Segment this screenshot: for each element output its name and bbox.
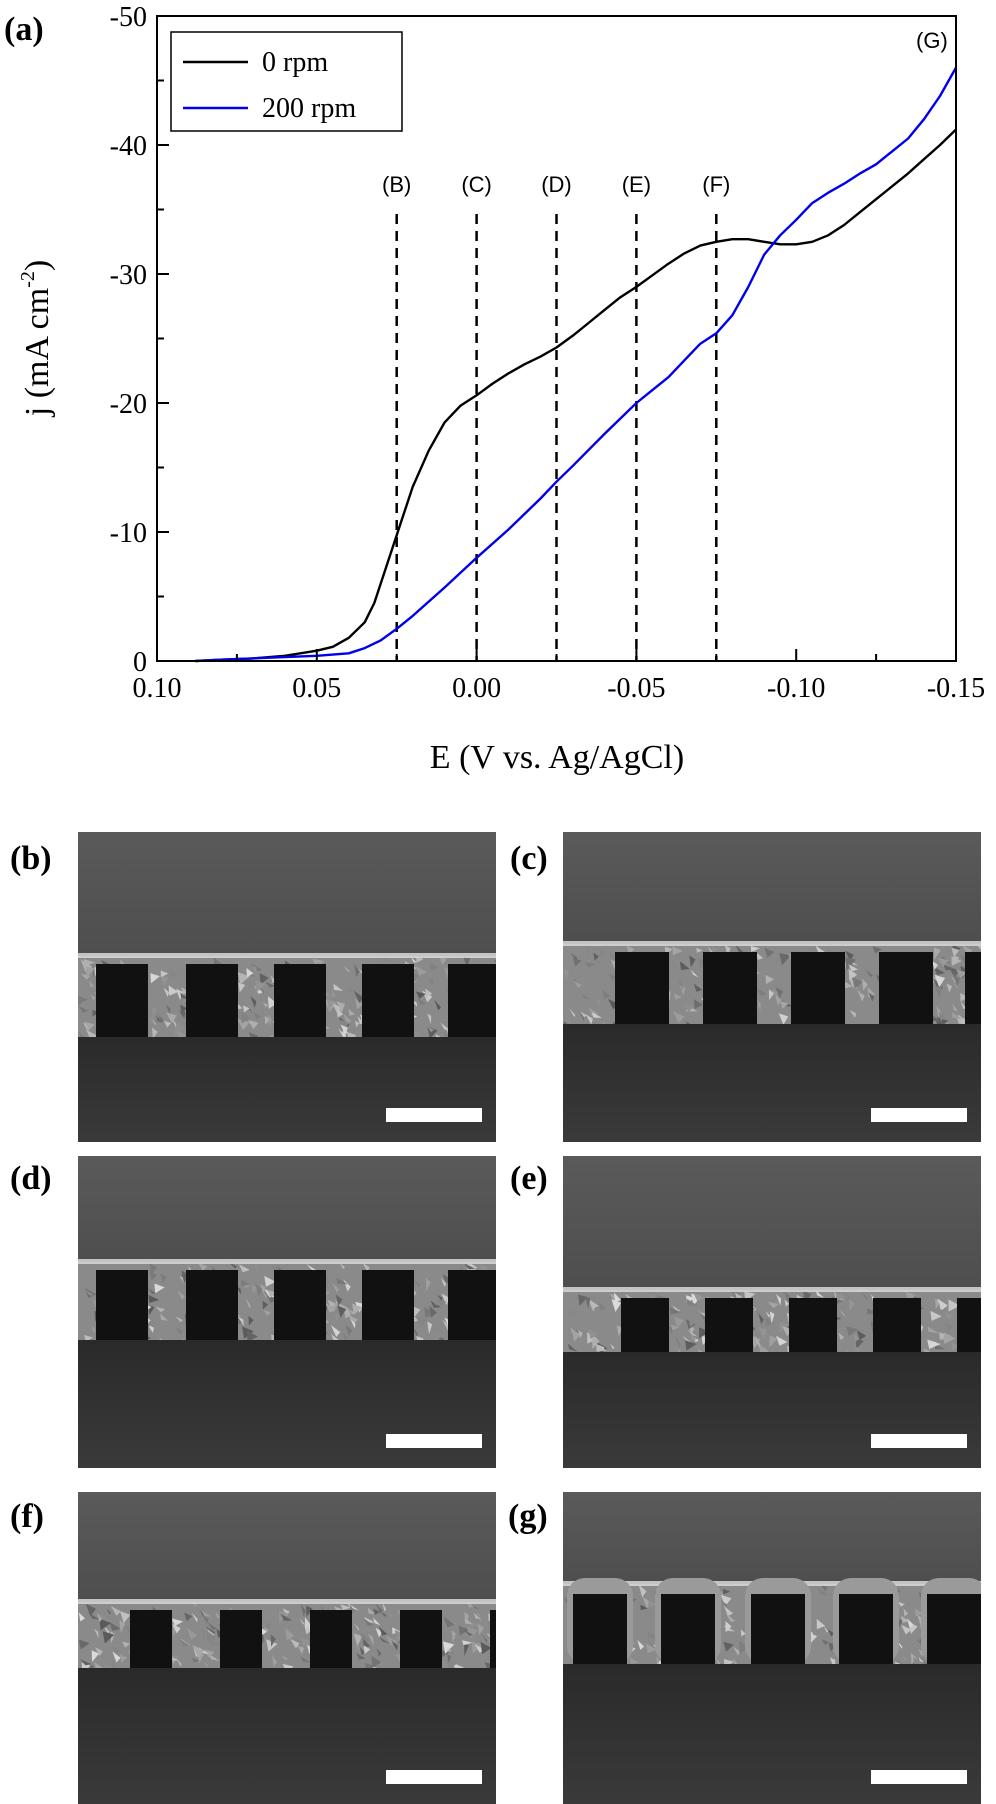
marker-label: (E) [622,172,651,197]
sem-image-b-graphic [78,832,496,1142]
series-line-1 [195,67,958,663]
marker-label: (D) [541,172,572,197]
legend-label: 0 rpm [262,47,328,78]
marker-label: (F) [702,172,730,197]
sem-image-b [78,832,496,1142]
panel-label-g: (g) [508,1498,548,1535]
panel-label-a: (a) [4,11,44,48]
y-axis-label-close: ) [19,260,56,271]
y-tick-label: -40 [110,131,147,162]
legend-box [170,31,403,132]
y-axis-label-sup: -2 [17,271,39,288]
x-tick-label: -0.05 [607,673,665,704]
sem-image-g [563,1492,981,1804]
panel-label-c: (c) [510,840,548,877]
corner-label-g: (G) [916,28,948,53]
sem-image-e-graphic [563,1156,981,1468]
x-tick-label: -0.10 [767,673,825,704]
sem-image-d [78,1156,496,1468]
marker-label: (C) [461,172,492,197]
sem-image-f [78,1492,496,1804]
series-line-0 [195,128,957,663]
x-tick-label: -0.15 [927,673,985,704]
x-axis-label: E (V vs. Ag/AgCl) [430,739,684,776]
y-axis-label: j (mA cm-2) [17,260,56,417]
legend-label: 200 rpm [262,93,356,124]
jv-chart: (a) (B) (C) (D) (E) (F) 0.10 0.05 0.00 -0.05 -0.… [4,2,985,776]
y-tick-label: -50 [110,2,147,33]
x-tick-label: 0.05 [292,673,341,704]
sem-image-f-graphic [78,1492,496,1804]
sem-image-c [563,832,981,1142]
marker-label: (B) [382,172,411,197]
sem-image-c-graphic [563,832,981,1142]
x-tick-label: 0.10 [133,673,182,704]
legend: 0 rpm 200 rpm [170,31,403,132]
panel-label-e: (e) [510,1160,548,1197]
sem-image-e [563,1156,981,1468]
y-tick-label: -20 [110,389,147,420]
y-axis-label-main: j (mA cm [19,288,56,417]
y-tick-label: -30 [110,260,147,291]
y-tick-label: -10 [110,518,147,549]
y-tick-label: 0 [133,647,147,678]
x-tick-label: 0.00 [452,673,501,704]
sem-image-g-graphic [563,1492,981,1804]
panel-label-f: (f) [10,1498,44,1535]
panel-label-b: (b) [10,840,52,877]
panel-label-d: (d) [10,1160,52,1197]
sem-image-d-graphic [78,1156,496,1468]
